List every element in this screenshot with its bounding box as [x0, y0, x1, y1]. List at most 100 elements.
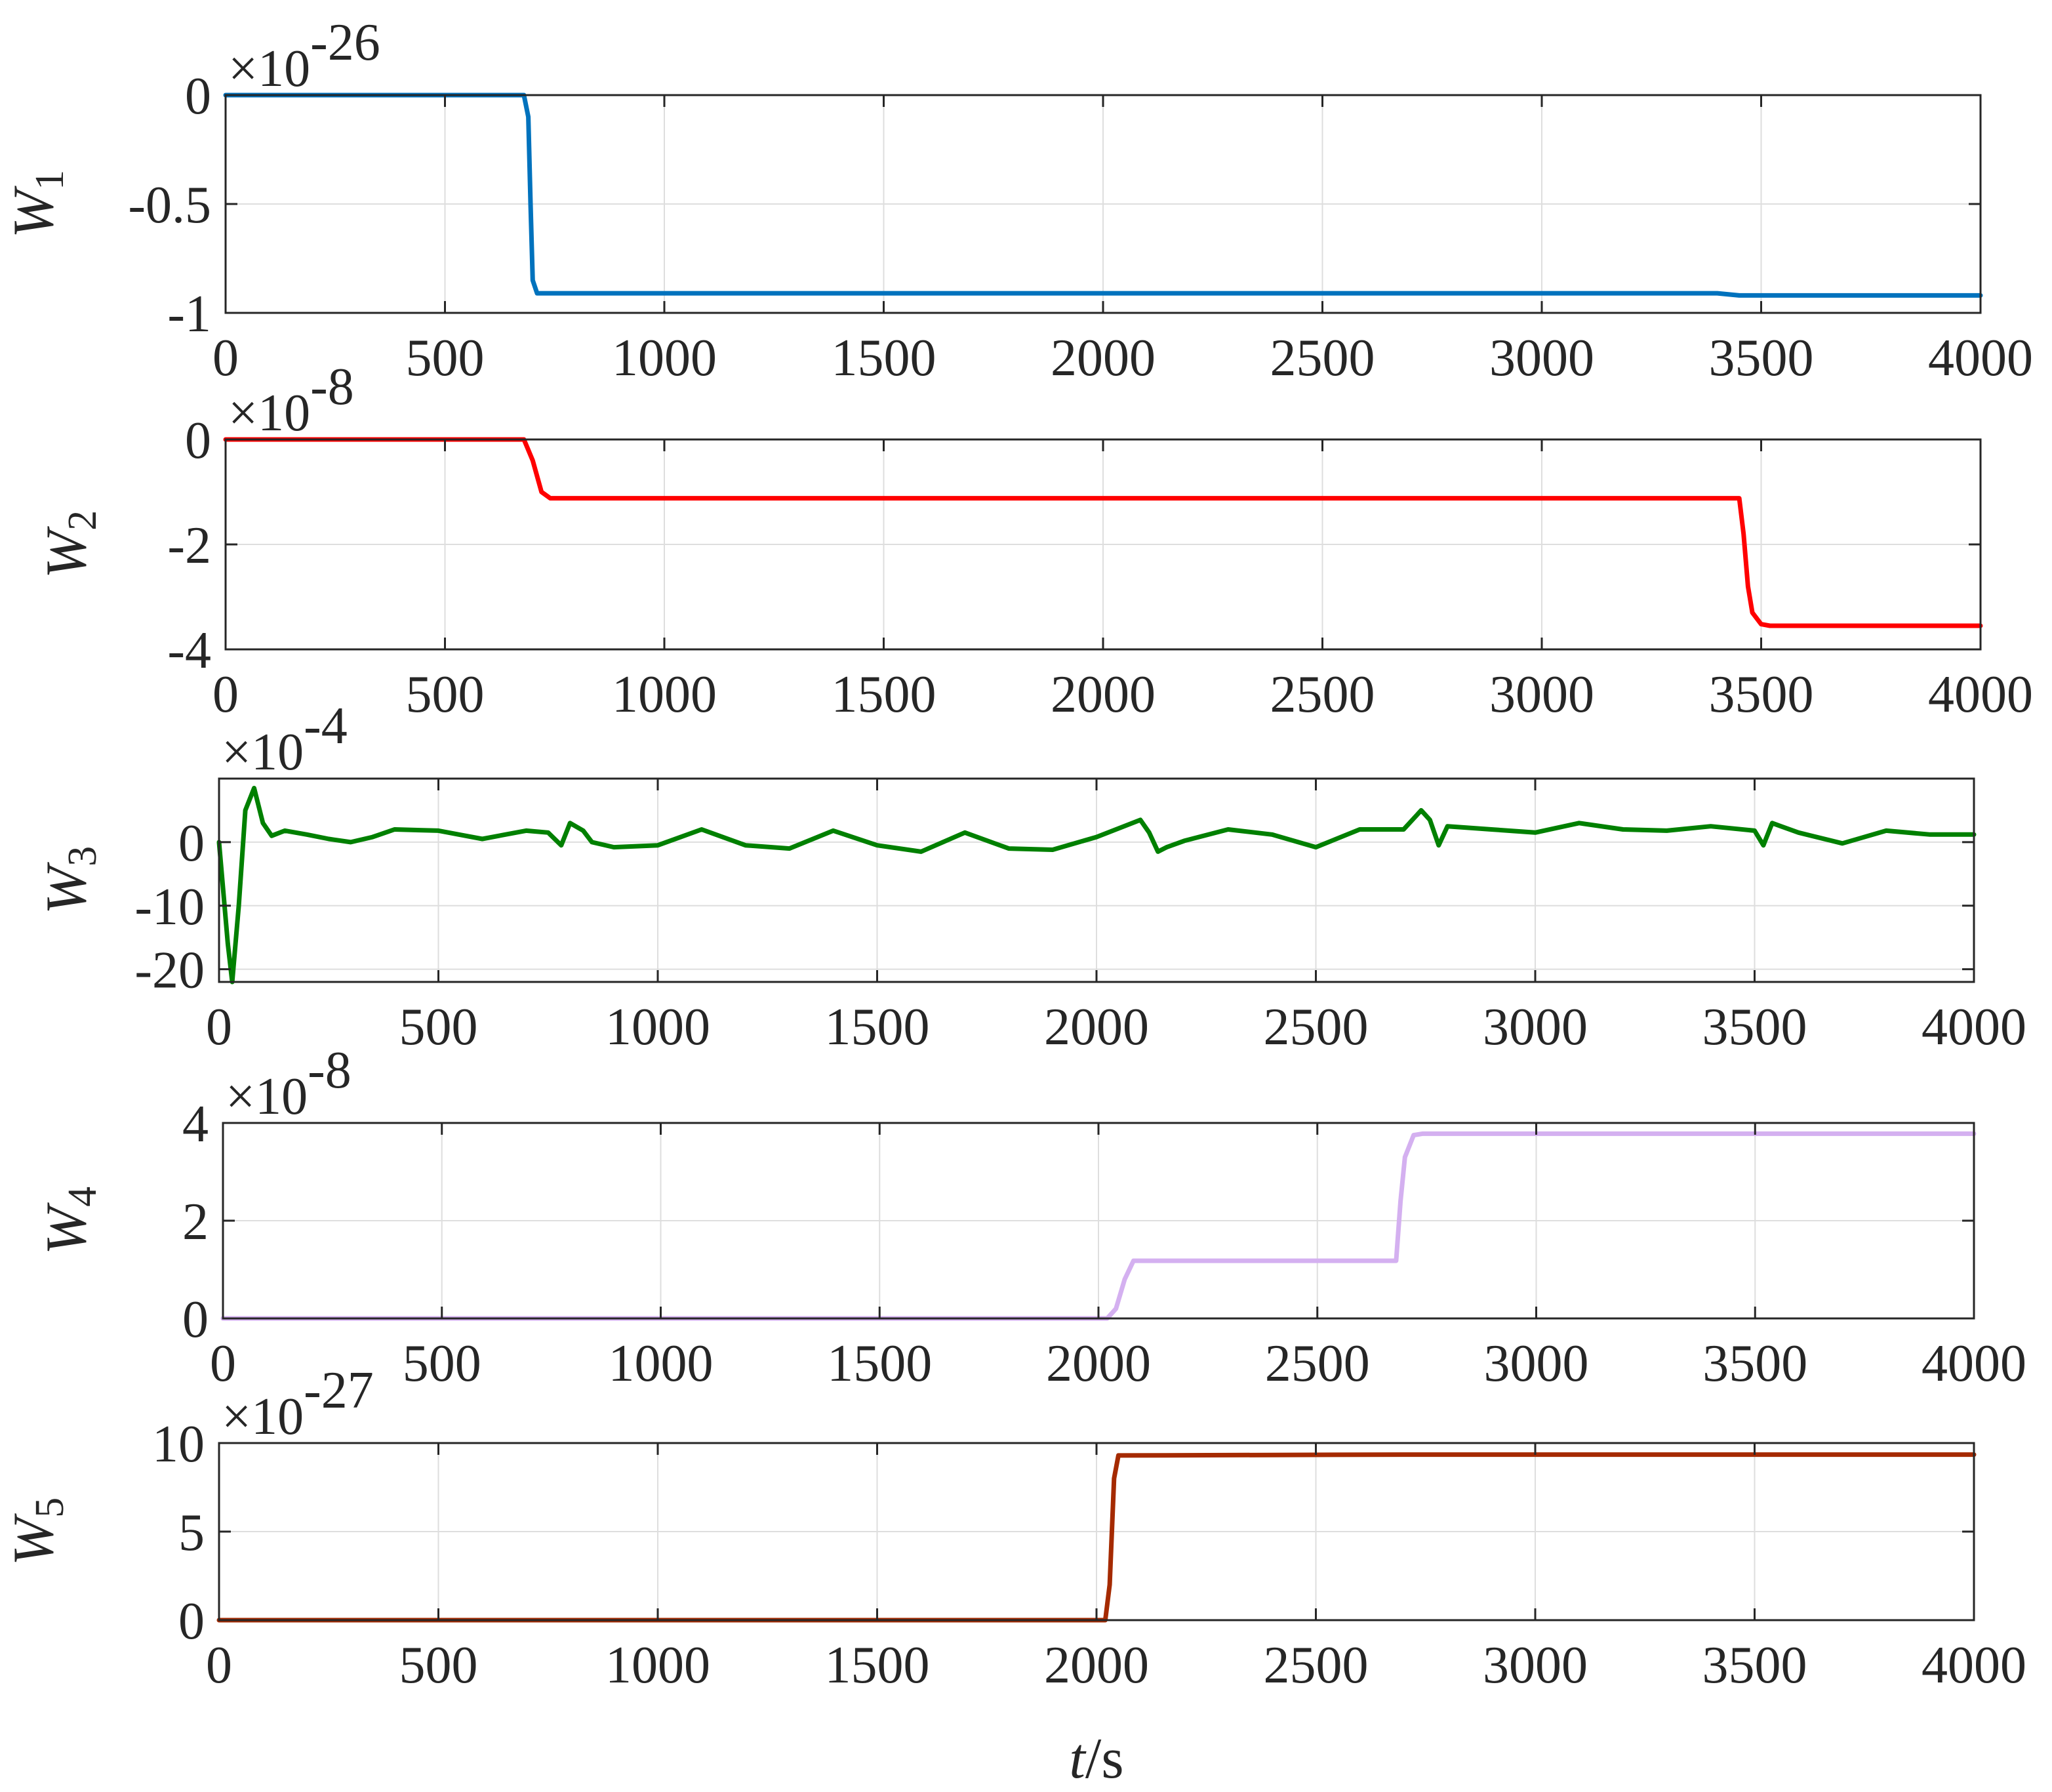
exponent-label: ×10-8 [226, 1042, 352, 1126]
y-axis-label-main: W [2, 1513, 66, 1566]
subplot-stack: 0 500 1000 1500 2000 2500 3000 3500 40000-0.5-1×… [2, 14, 2033, 1791]
x-tick-label: 3500 [1702, 998, 1807, 1056]
x-tick-label: 1000 [609, 1335, 714, 1393]
y-axis-label-subscript: 1 [28, 170, 72, 190]
x-tick-label: 1000 [605, 998, 710, 1056]
exponent-base: ×10 [222, 723, 304, 781]
y-axis-label: W3 [35, 846, 105, 914]
x-tick-label: 2000 [1044, 1637, 1149, 1694]
y-axis-label-subscript: 3 [60, 846, 105, 866]
exponent-power: -4 [304, 697, 348, 755]
x-tick-label: 3000 [1484, 1335, 1589, 1393]
y-tick-label: 0 [182, 1291, 209, 1349]
x-tick-label: 0 [210, 1335, 236, 1393]
y-axis-label: W5 [2, 1497, 72, 1566]
x-tick-label: 4000 [1928, 666, 2033, 723]
subplot-2: 0 500 1000 1500 2000 2500 3000 3500 4000 0 -2 -4 ×10… [35, 358, 2033, 723]
y-tick-label: 4 [182, 1095, 209, 1153]
x-tick-label: 1500 [825, 998, 930, 1056]
x-tick-label: 4000 [1921, 1335, 2026, 1393]
y-axis-label-subscript: 2 [60, 510, 105, 531]
y-axis-label: W1 [2, 170, 72, 238]
series-line-w3 [216, 786, 1977, 985]
x-tick-label: 3500 [1702, 1637, 1807, 1694]
y-tick-label: -4 [167, 622, 211, 680]
x-tick-label: 3000 [1483, 998, 1588, 1056]
x-axis-label-unit: /s [1085, 1727, 1124, 1791]
exponent-label: ×10-8 [228, 358, 354, 442]
exponent-base: ×10 [222, 1388, 304, 1446]
x-tick-label: 500 [399, 998, 478, 1056]
exponent-power: -8 [308, 1042, 352, 1099]
x-axis-label: t/s [1069, 1727, 1123, 1791]
y-axis-label-main: W [2, 186, 66, 238]
exponent-base: ×10 [228, 384, 310, 442]
x-tick-label: 2500 [1270, 329, 1375, 387]
y-axis-label-main: W [35, 526, 98, 579]
x-tick-label: 500 [399, 1637, 478, 1694]
x-tick-label: 1000 [612, 329, 717, 387]
series-line-w4 [220, 1131, 1977, 1321]
x-tick-label: 1500 [832, 666, 936, 723]
exponent-label: ×10-26 [228, 14, 380, 98]
x-tick-label: 2000 [1051, 329, 1156, 387]
y-tick-label: -1 [167, 285, 211, 343]
y-tick-label: 0 [178, 1593, 205, 1650]
exponent-power: -27 [304, 1362, 374, 1419]
x-tick-label: 0 [212, 666, 239, 723]
x-tick-label: 500 [406, 329, 485, 387]
x-tick-label: 2500 [1264, 1637, 1369, 1694]
x-tick-label: 500 [406, 666, 485, 723]
x-tick-label: 1000 [612, 666, 717, 723]
y-tick-label: 0 [185, 68, 211, 125]
y-tick-label: -10 [134, 878, 205, 936]
exponent-base: ×10 [228, 40, 310, 98]
subplot-4: 0 500 1000 1500 2000 2500 3000 3500 4000 4 2 0 ×10-8… [35, 1042, 2026, 1393]
x-tick-label: 4000 [1921, 998, 2026, 1056]
y-axis-label-main: W [35, 1202, 98, 1255]
x-tick-label: 1500 [827, 1335, 932, 1393]
y-tick-label: -2 [167, 517, 211, 575]
y-tick-label: 0 [178, 815, 205, 872]
x-tick-label: 0 [206, 998, 232, 1056]
x-tick-label: 4000 [1921, 1637, 2026, 1694]
y-axis-label: W2 [35, 510, 105, 579]
x-tick-label: 2500 [1270, 666, 1375, 723]
y-tick-label: 10 [152, 1415, 205, 1473]
y-axis-label-subscript: 4 [60, 1187, 105, 1207]
y-tick-label: 2 [182, 1193, 209, 1251]
exponent-power: -8 [310, 358, 354, 416]
exponent-base: ×10 [226, 1068, 308, 1126]
series-line-w5 [216, 1452, 1977, 1623]
x-tick-label: 3000 [1489, 329, 1594, 387]
x-tick-label: 3500 [1702, 1335, 1807, 1393]
x-tick-label: 3500 [1709, 666, 1814, 723]
y-axis-label-subscript: 5 [28, 1497, 72, 1518]
y-axis-label: W4 [35, 1187, 105, 1255]
x-tick-label: 0 [212, 329, 239, 387]
x-tick-label: 1000 [605, 1637, 710, 1694]
x-tick-label: 2000 [1044, 998, 1149, 1056]
y-tick-label: -20 [134, 942, 205, 1000]
x-tick-label: 2500 [1264, 998, 1369, 1056]
x-tick-label: 1500 [825, 1637, 930, 1694]
y-tick-label: 0 [185, 412, 211, 470]
x-axis-label-variable: t [1069, 1727, 1087, 1791]
exponent-label: ×10-27 [222, 1362, 374, 1446]
exponent-label: ×10-4 [222, 697, 348, 781]
x-tick-label: 3000 [1489, 666, 1594, 723]
subplot-3: 0 500 1000 1500 2000 2500 3000 3500 4000 0 -10 -20 ×… [35, 697, 2026, 1056]
x-tick-label: 2000 [1051, 666, 1156, 723]
x-tick-label: 0 [206, 1637, 232, 1694]
x-tick-label: 500 [403, 1335, 481, 1393]
x-tick-label: 3000 [1483, 1637, 1588, 1694]
x-tick-label: 3500 [1709, 329, 1814, 387]
series-line-w2 [223, 437, 1983, 628]
x-tick-label: 2000 [1046, 1335, 1151, 1393]
x-tick-label: 1500 [832, 329, 936, 387]
x-tick-label: 2500 [1265, 1335, 1370, 1393]
x-tick-label: 4000 [1928, 329, 2033, 387]
exponent-power: -26 [310, 14, 380, 71]
y-tick-label: 5 [178, 1504, 205, 1562]
